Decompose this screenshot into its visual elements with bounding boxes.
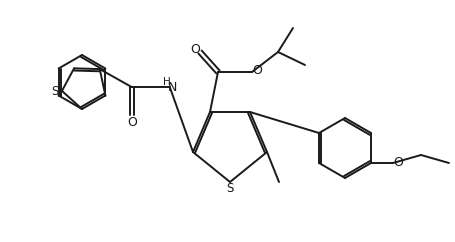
Text: H: H xyxy=(162,77,170,87)
Text: O: O xyxy=(392,156,402,168)
Text: S: S xyxy=(226,182,233,195)
Text: O: O xyxy=(252,63,261,76)
Text: N: N xyxy=(168,81,177,94)
Text: O: O xyxy=(190,43,199,55)
Text: O: O xyxy=(126,116,136,129)
Text: S: S xyxy=(51,85,59,98)
